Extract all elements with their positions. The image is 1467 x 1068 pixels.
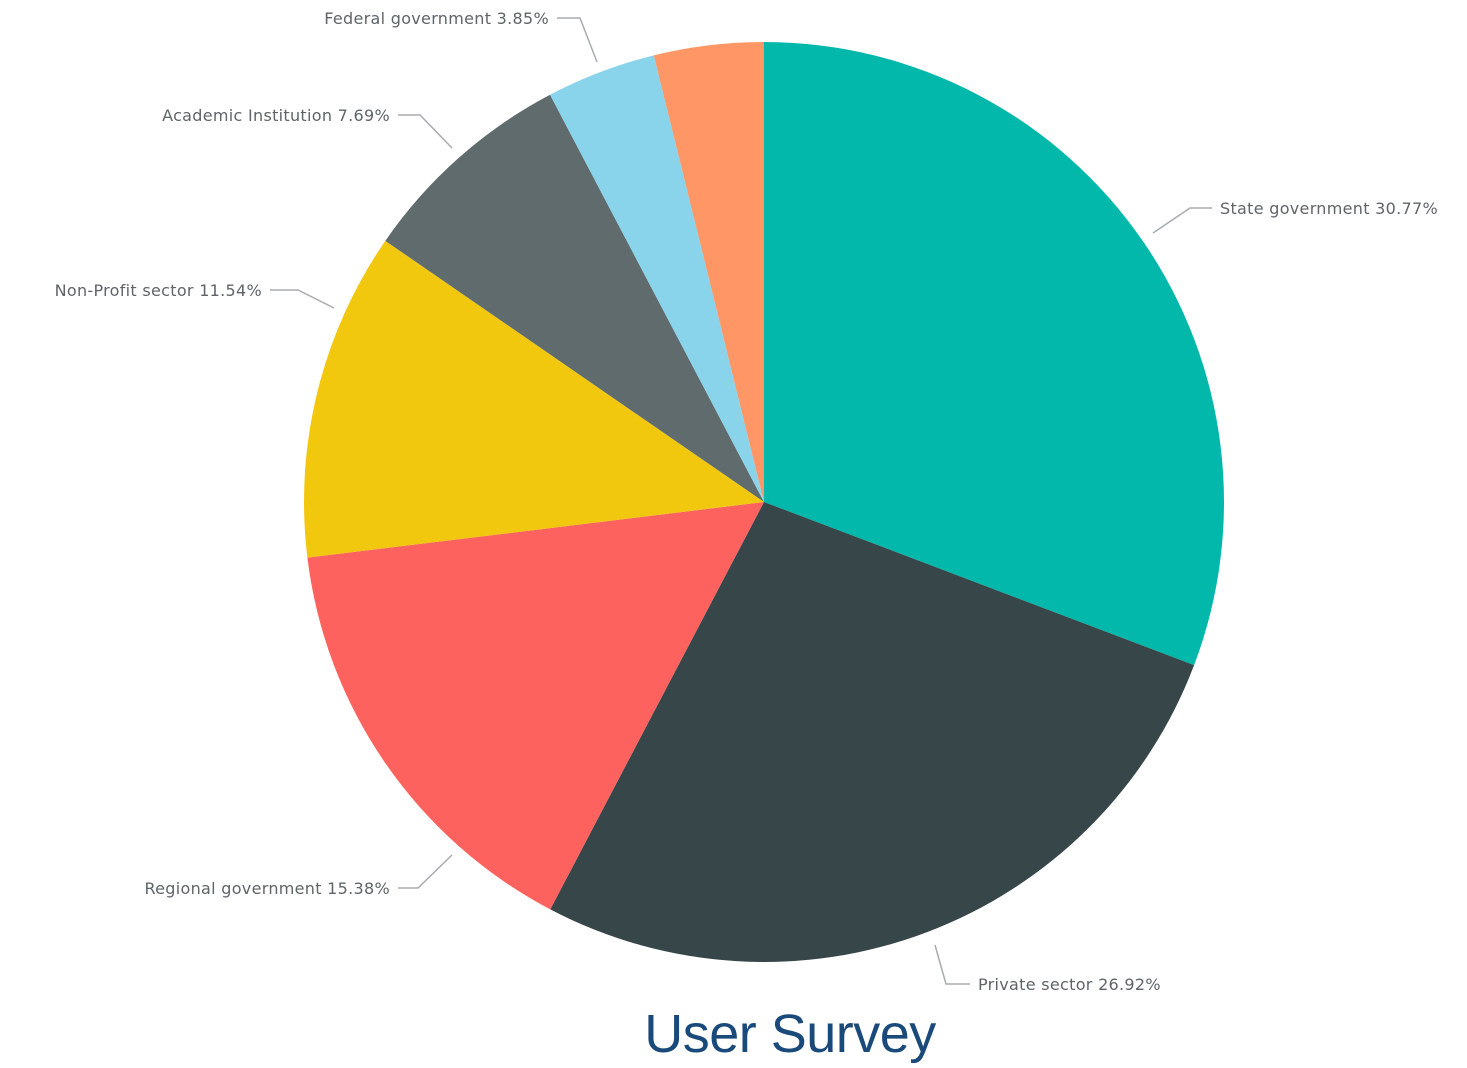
pie-slice-unlabeled[interactable] — [653, 42, 764, 502]
pie-slice-non-profit-sector[interactable] — [304, 240, 764, 558]
slice-label: Private sector 26.92% — [978, 975, 1161, 994]
leader-line — [934, 944, 970, 985]
slice-label: State government 30.77% — [1220, 199, 1438, 218]
slice-label: Non-Profit sector 11.54% — [55, 281, 262, 300]
leader-line — [557, 17, 598, 63]
pie-slices — [304, 42, 1225, 962]
pie-labels: State government 30.77% Private sector 26… — [55, 9, 1438, 994]
leader-line — [270, 289, 335, 309]
pie-slice-academic-institution[interactable] — [385, 94, 764, 503]
pie-slice-federal-government[interactable] — [550, 55, 764, 503]
pie-slice-state-government[interactable] — [764, 42, 1225, 666]
slice-label: Federal government 3.85% — [324, 9, 549, 28]
leader-line — [1152, 207, 1212, 234]
pie-slice-private-sector[interactable] — [550, 502, 1195, 962]
slice-label: Regional government 15.38% — [144, 879, 390, 898]
pie-slice-regional-government[interactable] — [307, 502, 764, 910]
chart-title: User Survey — [644, 1004, 936, 1064]
slice-label: Academic Institution 7.69% — [162, 106, 390, 125]
leader-line — [398, 854, 453, 889]
leader-line — [398, 114, 453, 149]
